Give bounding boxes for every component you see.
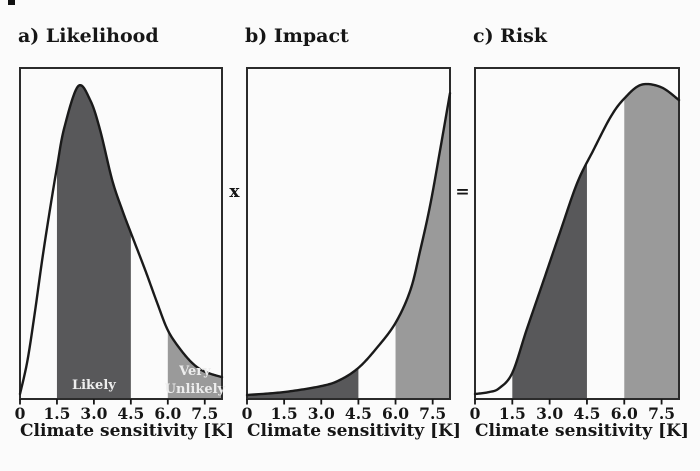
scan-artifact — [8, 0, 15, 5]
likelihood-tick-label: 3.0 — [80, 404, 107, 423]
risk-tick-label: 0 — [470, 404, 481, 423]
multiply-operator: x — [229, 182, 240, 202]
risk-curve — [473, 82, 681, 396]
likelihood-band-label: Unlikely — [165, 382, 226, 397]
likelihood-tick-label: 7.5 — [191, 404, 218, 423]
impact-tick-label: 0 — [242, 404, 253, 423]
risk-tick-label: 6.0 — [611, 404, 638, 423]
risk-band-light — [624, 84, 679, 399]
panel-title-likelihood: a) Likelihood — [18, 25, 159, 47]
risk-tick-label: 1.5 — [499, 404, 526, 423]
impact-tick-label: 4.5 — [345, 404, 372, 423]
likelihood-plot-box — [19, 67, 223, 400]
impact-band-light — [395, 93, 450, 399]
likelihood-band-label: Likely — [72, 378, 116, 393]
likelihood-tick-label: 0 — [15, 404, 26, 423]
likelihood-tick-label: 6.0 — [154, 404, 181, 423]
impact-tick-label: 1.5 — [271, 404, 298, 423]
x-axis-label-likelihood: Climate sensitivity [K] — [20, 421, 234, 441]
panel-title-risk: c) Risk — [473, 25, 548, 47]
risk-band-dark — [512, 162, 587, 399]
impact-curve — [245, 91, 452, 397]
likelihood-band-label: Very — [178, 364, 211, 379]
impact-tick-label: 6.0 — [382, 404, 409, 423]
likelihood-tick-label: 4.5 — [117, 404, 144, 423]
risk-plot-box — [474, 67, 680, 400]
likelihood-band-light — [167, 330, 222, 399]
impact-tick-label: 7.5 — [419, 404, 446, 423]
risk-tick-label: 7.5 — [648, 404, 675, 423]
x-axis-label-impact: Climate sensitivity [K] — [247, 421, 461, 441]
impact-tick-label: 3.0 — [308, 404, 335, 423]
x-axis-label-risk: Climate sensitivity [K] — [475, 421, 689, 441]
impact-plot-box — [246, 67, 451, 400]
likelihood-tick-label: 1.5 — [43, 404, 70, 423]
impact-band-dark — [247, 367, 359, 399]
likelihood-curve — [18, 83, 224, 396]
panel-title-impact: b) Impact — [245, 25, 349, 47]
equals-operator: = — [455, 182, 470, 202]
risk-tick-label: 3.0 — [536, 404, 563, 423]
risk-tick-label: 4.5 — [573, 404, 600, 423]
likelihood-band-dark — [56, 85, 131, 399]
